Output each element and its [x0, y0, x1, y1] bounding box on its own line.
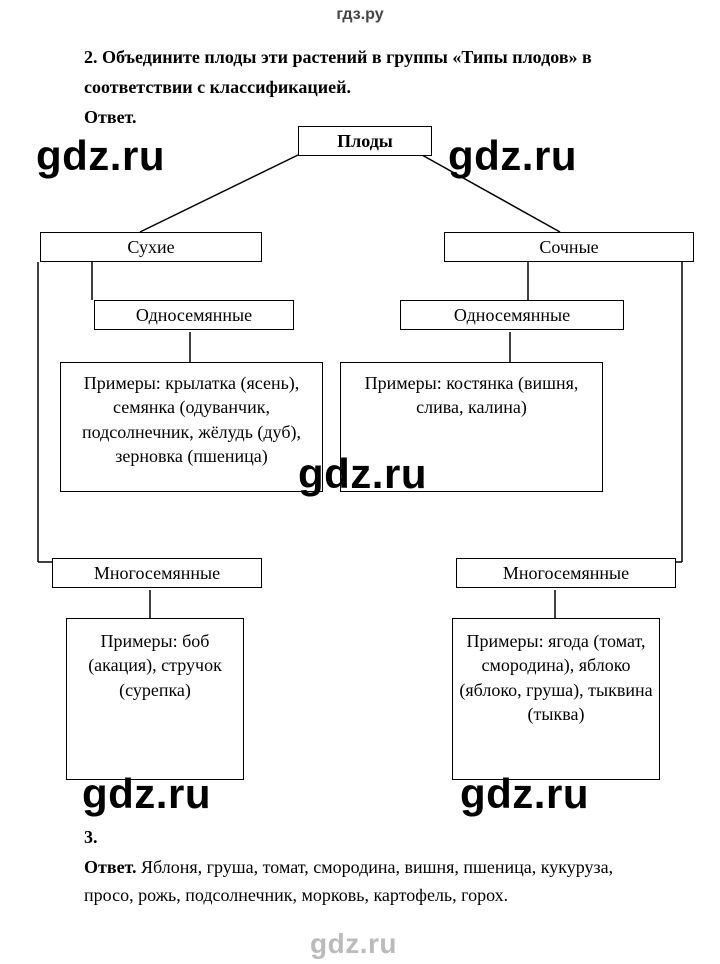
- watermark-light: gdz.ru: [310, 928, 397, 960]
- task3-number-text: 3.: [84, 827, 98, 847]
- page-header: гдз.ру: [0, 6, 720, 24]
- task2-answer-label: Ответ.: [84, 104, 137, 132]
- watermark-3: gdz.ru: [298, 450, 427, 498]
- watermark-2: gdz.ru: [448, 132, 577, 180]
- box-juicy-single: Односемянные: [400, 300, 624, 330]
- task3-answer-label: Ответ.: [84, 857, 137, 877]
- task3-answer-text: Яблоня, груша, томат, смородина, вишня, …: [84, 857, 613, 905]
- task2-prompt-line2: соответствии с классификацией.: [84, 74, 644, 102]
- task2-line1: Объедините плоды эти растений в группы «…: [102, 47, 592, 67]
- watermark-1: gdz.ru: [36, 132, 165, 180]
- box-dry-single-examples: Примеры: крылатка (ясень), семянка (одув…: [60, 362, 323, 492]
- watermark-4: gdz.ru: [82, 770, 211, 818]
- box-juicy: Сочные: [444, 232, 694, 262]
- box-dry-single: Односемянные: [94, 300, 294, 330]
- answer-label-text: Ответ.: [84, 107, 137, 127]
- task2-number: 2.: [84, 47, 98, 67]
- box-juicy-multi: Многосемянные: [456, 558, 676, 588]
- diagram-root: Плоды: [298, 126, 432, 156]
- box-dry-multi-examples: Примеры: боб (акация), стручок (сурепка): [66, 618, 244, 780]
- task2-line2: соответствии с классификацией.: [84, 77, 351, 97]
- watermark-5: gdz.ru: [460, 770, 589, 818]
- task3-number: 3.: [84, 824, 98, 852]
- box-juicy-multi-examples: Примеры: ягода (томат, смородина), яблок…: [452, 618, 660, 780]
- task3-answer: Ответ. Яблоня, груша, томат, смородина, …: [84, 854, 654, 910]
- task2-prompt: 2. Объедините плоды эти растений в групп…: [84, 44, 644, 72]
- box-dry-multi: Многосемянные: [52, 558, 262, 588]
- box-dry: Сухие: [40, 232, 262, 262]
